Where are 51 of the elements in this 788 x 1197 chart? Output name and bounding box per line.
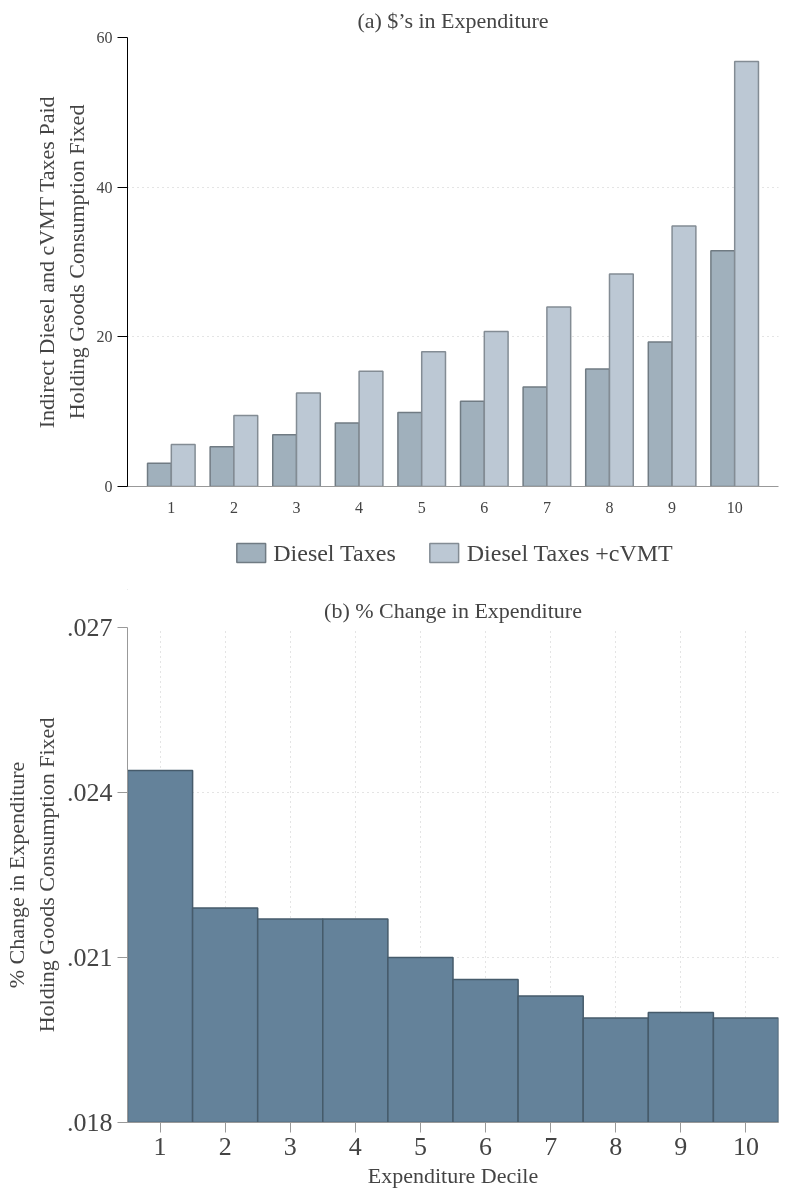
x-axis-title: Expenditure Decile (367, 1162, 539, 1188)
x-tick-label: 3 (292, 498, 301, 516)
y-tick-label: .027 (67, 613, 113, 642)
x-tick-label: 9 (674, 1131, 688, 1161)
y-tick-label: .018 (67, 1108, 113, 1137)
bar (647, 341, 673, 487)
y-axis-title: % Change in Expenditure Holding Goods Consumption Fixed (4, 717, 59, 1033)
legend-label: Diesel Taxes +cVMT (466, 539, 673, 566)
x-tick-label: 2 (218, 1131, 232, 1161)
x-tick-label: 10 (732, 1131, 759, 1161)
x-tick-label: 8 (609, 1131, 623, 1161)
x-tick-label: 1 (153, 1131, 167, 1161)
y-tick-label: .024 (67, 778, 113, 807)
bar (146, 462, 173, 487)
y-axis-title: Indirect Diesel and cVMT Taxes Paid Holding Goods Consumption Fixed (33, 96, 89, 429)
x-tick-label: 3 (283, 1131, 297, 1161)
x-tick-label: 9 (668, 498, 677, 516)
bar (334, 422, 360, 487)
x-tick-label: 1 (167, 498, 176, 516)
x-tick-label: 4 (355, 498, 364, 516)
bar (546, 306, 572, 487)
bar (584, 368, 611, 487)
chart-title: (a) $’s in Expenditure (357, 7, 549, 33)
bar (209, 446, 235, 487)
bar (522, 386, 548, 487)
bar (420, 351, 447, 487)
x-tick-label: 6 (480, 498, 489, 516)
y-tick-label: 0 (104, 478, 113, 495)
bar (170, 443, 196, 487)
bar (295, 392, 322, 487)
y-tick-label: 60 (96, 29, 113, 46)
x-tick-label: 8 (605, 498, 614, 516)
x-tick-label: 5 (417, 498, 426, 516)
bar (710, 250, 736, 487)
x-tick-label: 4 (348, 1131, 362, 1161)
bar (233, 414, 259, 487)
x-tick-label: 5 (413, 1131, 427, 1161)
bar (459, 400, 486, 487)
x-tick-label: 6 (479, 1131, 493, 1161)
bar (358, 370, 384, 487)
x-tick-label: 7 (542, 498, 551, 516)
bar (397, 411, 423, 487)
y-tick-label: 20 (96, 328, 113, 346)
bar (271, 434, 298, 487)
y-tick-label: 40 (96, 178, 113, 196)
y-tick-label: .021 (67, 943, 113, 972)
legend-label: Diesel Taxes (273, 539, 396, 566)
x-tick-label: 2 (229, 498, 238, 516)
x-tick-label: 10 (726, 498, 743, 516)
x-tick-label: 7 (544, 1131, 558, 1161)
chart-title: (b) % Change in Expenditure (324, 597, 582, 623)
